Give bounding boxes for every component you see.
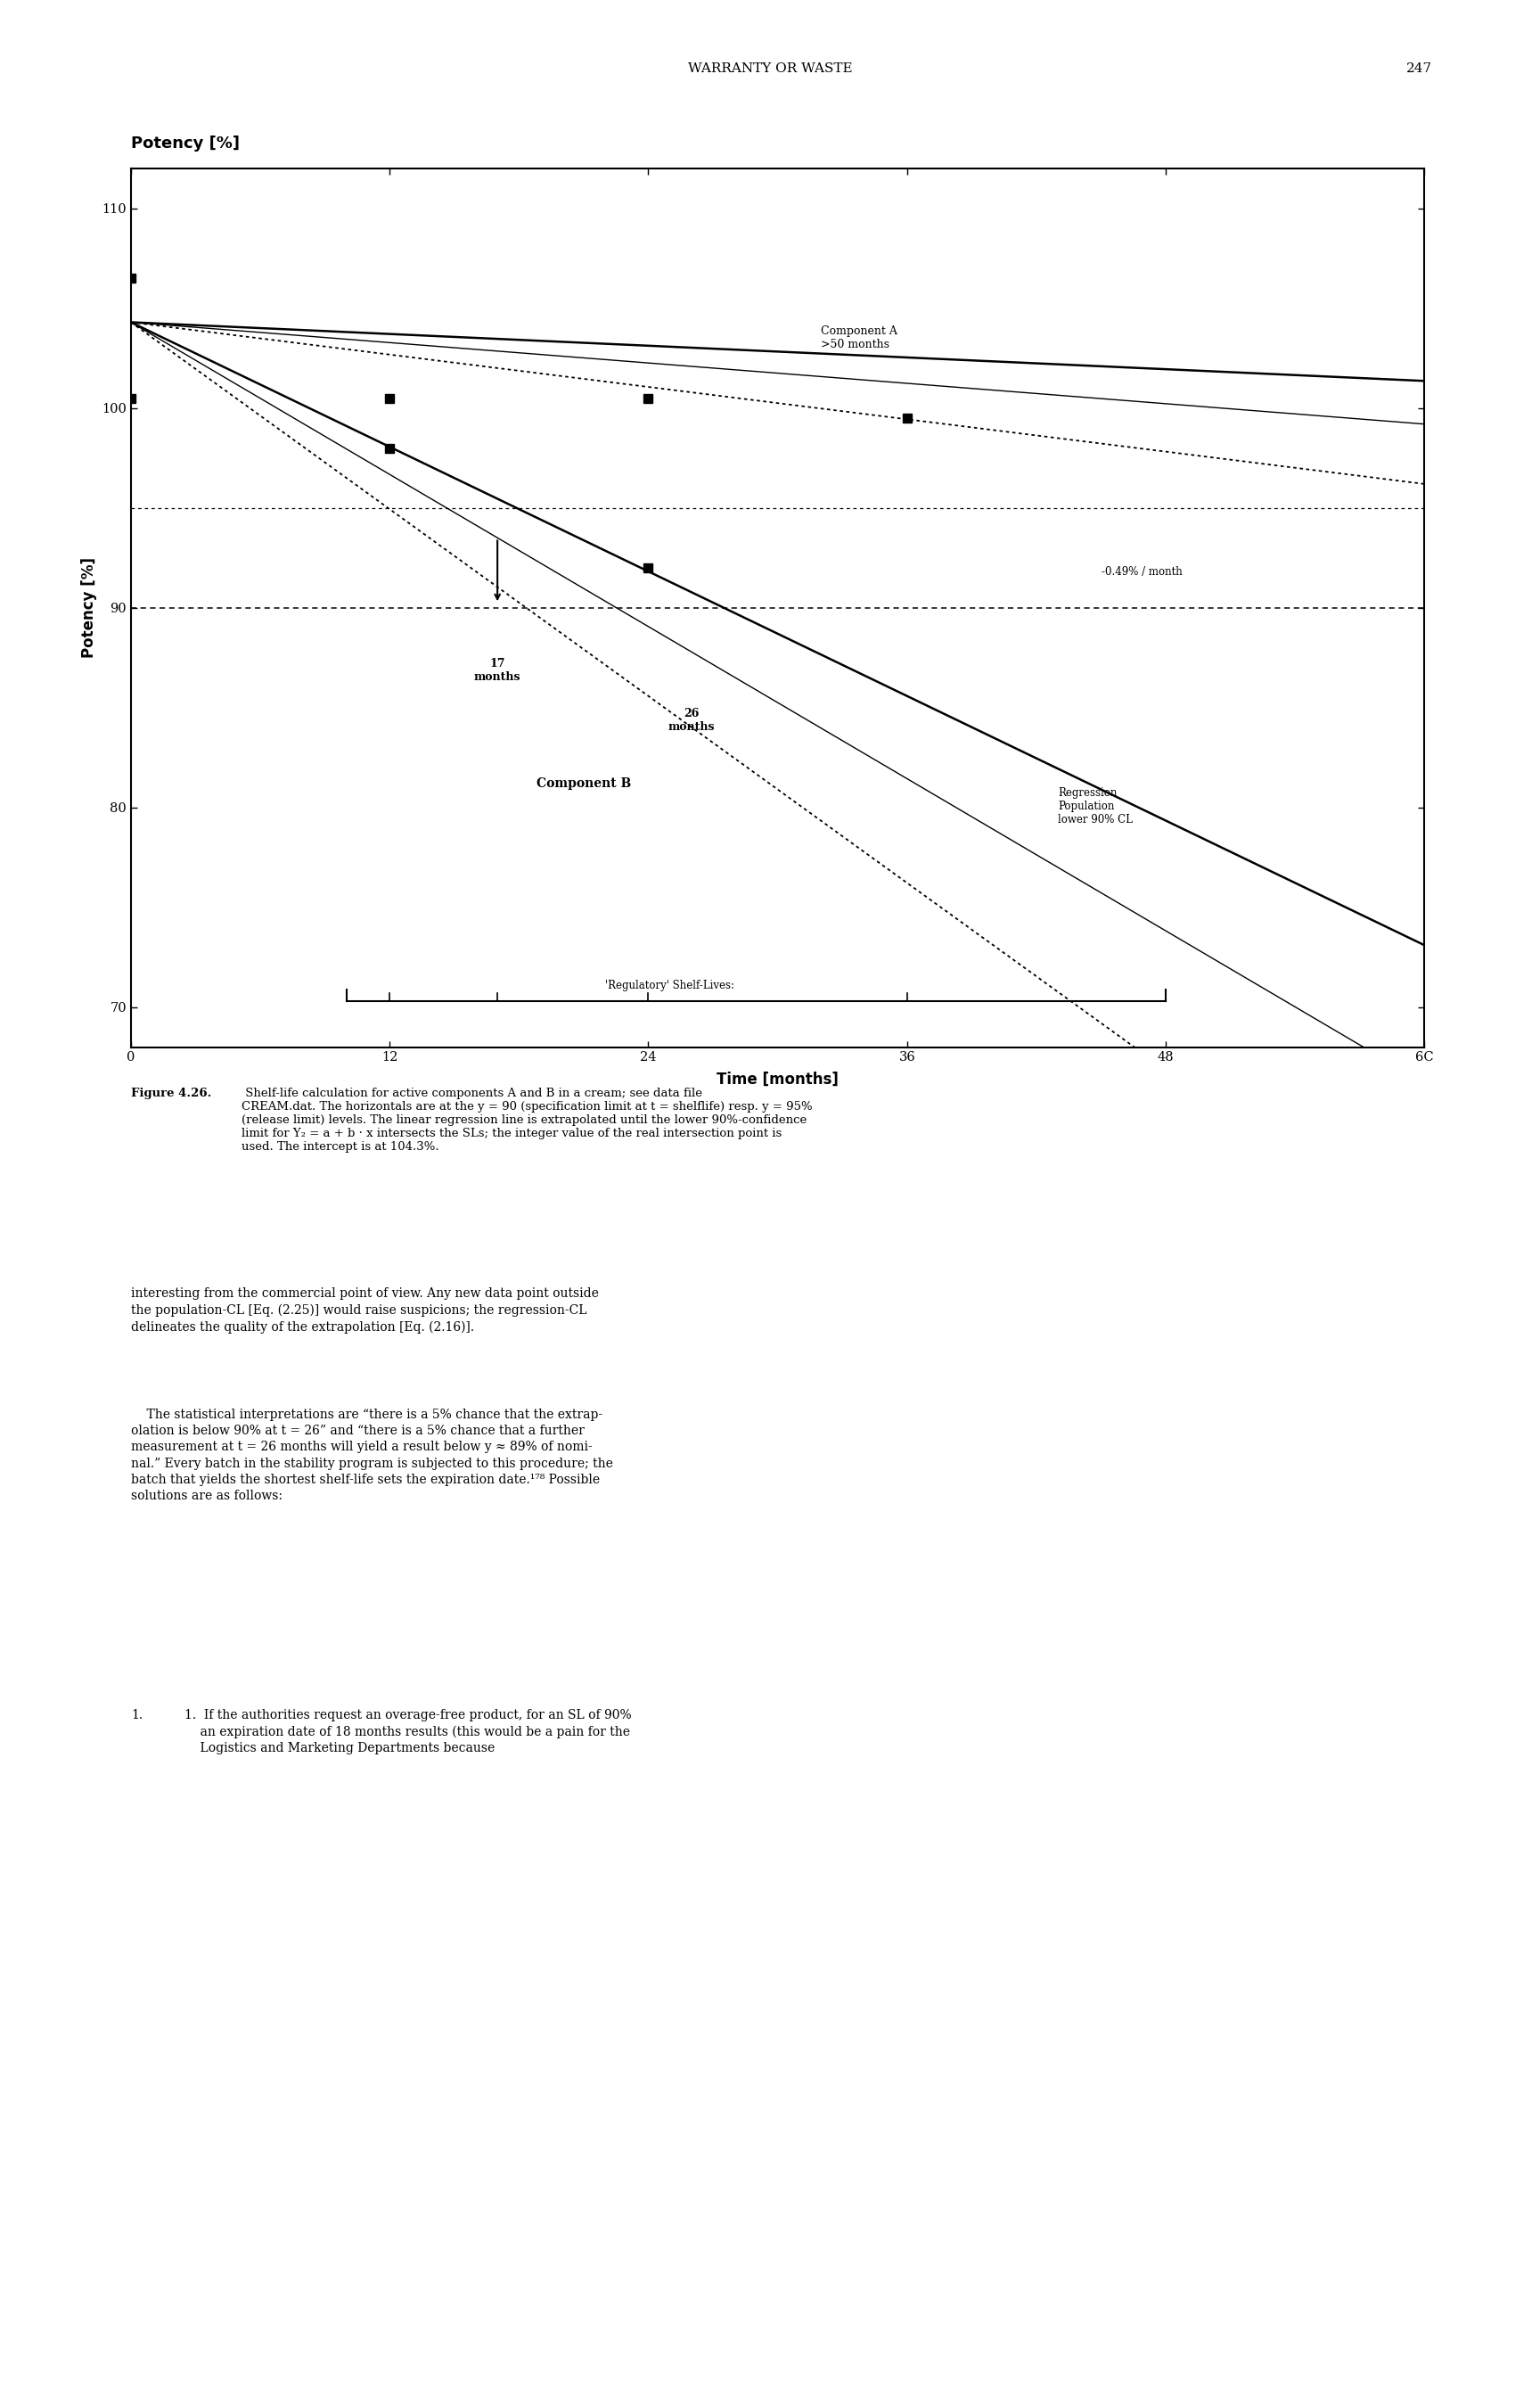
Text: Component B: Component B (536, 777, 631, 789)
Text: Figure 4.26.: Figure 4.26. (131, 1088, 211, 1100)
X-axis label: Time [months]: Time [months] (716, 1071, 839, 1088)
Text: Component A
>50 months: Component A >50 months (821, 325, 898, 351)
Text: Potency [%]: Potency [%] (131, 135, 240, 152)
Text: 'Regulatory' Shelf-Lives:: 'Regulatory' Shelf-Lives: (605, 980, 735, 992)
Text: Regression
Population
lower 90% CL: Regression Population lower 90% CL (1058, 787, 1133, 826)
Y-axis label: Potency [%]: Potency [%] (80, 558, 97, 657)
Text: 17
months: 17 months (474, 657, 521, 684)
Text: 1.  If the authorities request an overage-free product, for an SL of 90%
    an : 1. If the authorities request an overage… (185, 1709, 631, 1755)
Text: 247: 247 (1406, 63, 1432, 75)
Text: The statistical interpretations are “there is a 5% chance that the extrap-
olati: The statistical interpretations are “the… (131, 1408, 613, 1502)
Text: interesting from the commercial point of view. Any new data point outside
the po: interesting from the commercial point of… (131, 1288, 599, 1333)
Text: 26
months: 26 months (668, 708, 715, 732)
Text: WARRANTY OR WASTE: WARRANTY OR WASTE (688, 63, 852, 75)
Text: -0.49% / month: -0.49% / month (1101, 566, 1183, 578)
Text: Shelf-life calculation for active components A and B in a cream; see data file
C: Shelf-life calculation for active compon… (242, 1088, 813, 1153)
Text: 1.: 1. (131, 1709, 143, 1721)
